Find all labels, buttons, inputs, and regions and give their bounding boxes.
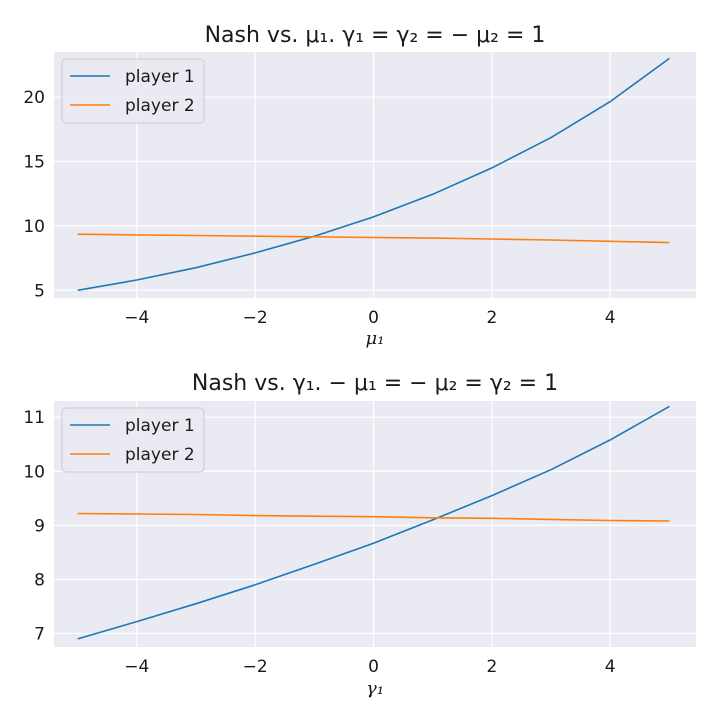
x-tick-label: 0 (368, 308, 379, 328)
legend-label: player 2 (125, 96, 195, 116)
legend-label: player 1 (125, 416, 195, 436)
series-line-player-2 (77, 233, 670, 244)
x-axis-label: μ₁ (366, 328, 385, 349)
series-line-player-1 (77, 405, 670, 640)
x-axis-label: γ₁ (366, 678, 384, 699)
y-tick-label: 20 (23, 88, 45, 108)
x-tick-label: 0 (368, 657, 379, 677)
y-tick-label: 5 (34, 281, 45, 301)
y-tick-label: 9 (34, 516, 45, 536)
y-tick-label: 10 (23, 462, 45, 482)
legend: player 1 player 2 (61, 407, 205, 473)
chart-title: Nash vs. μ₁. γ₁ = γ₂ = − μ₂ = 1 (205, 23, 546, 48)
chart-title: Nash vs. γ₁. − μ₁ = − μ₂ = γ₂ = 1 (192, 371, 558, 396)
legend-label: player 1 (125, 67, 195, 87)
y-tick-label: 10 (23, 217, 45, 237)
chart-top: −4 −2 0 2 4 5 10 15 20 Nash vs. μ₁. γ₁ = γ₂ = − μ… (23, 23, 696, 349)
legend-box (61, 58, 205, 124)
legend: player 1 player 2 (61, 58, 205, 124)
y-tick-label: 7 (34, 624, 45, 644)
legend-label: player 2 (125, 445, 195, 465)
x-tick-label: 4 (605, 308, 616, 328)
x-tick-label: 2 (486, 308, 497, 328)
x-tick-label: −2 (243, 308, 268, 328)
x-tick-label: −4 (124, 657, 149, 677)
series-line-player-2 (77, 512, 670, 522)
y-tick-label: 11 (23, 408, 45, 428)
x-tick-label: −2 (243, 657, 268, 677)
series-line-player-1 (77, 57, 670, 292)
x-tick-label: 2 (486, 657, 497, 677)
y-tick-label: 8 (34, 570, 45, 590)
x-tick-label: 4 (605, 657, 616, 677)
y-tick-label: 15 (23, 152, 45, 172)
x-tick-label: −4 (124, 308, 149, 328)
chart-bottom: −4 −2 0 2 4 7 8 9 10 11 Nash vs. γ₁. − μ₁ = − μ₂ =… (23, 371, 696, 699)
legend-box (61, 407, 205, 473)
